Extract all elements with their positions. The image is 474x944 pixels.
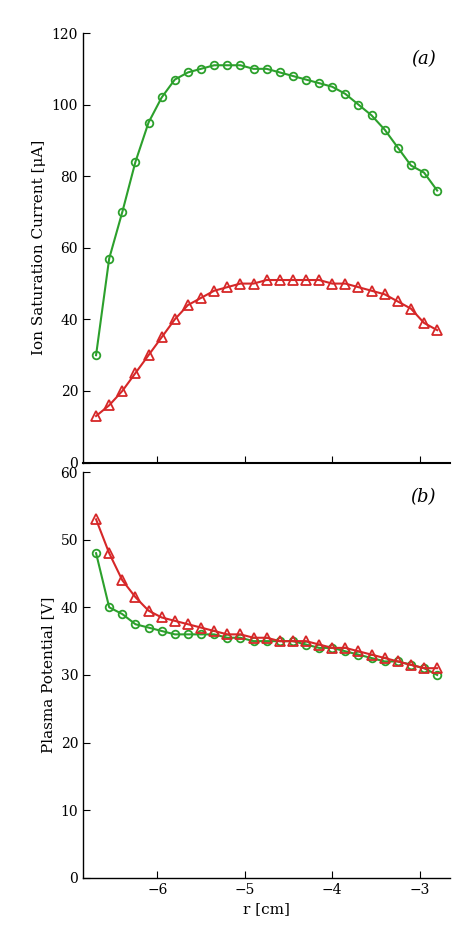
Y-axis label: Ion Saturation Current [μA]: Ion Saturation Current [μA]: [32, 140, 46, 356]
Y-axis label: Plasma Potential [V]: Plasma Potential [V]: [41, 597, 55, 753]
X-axis label: r [cm]: r [cm]: [243, 902, 290, 917]
Text: (b): (b): [410, 488, 436, 506]
Text: (a): (a): [411, 50, 436, 68]
